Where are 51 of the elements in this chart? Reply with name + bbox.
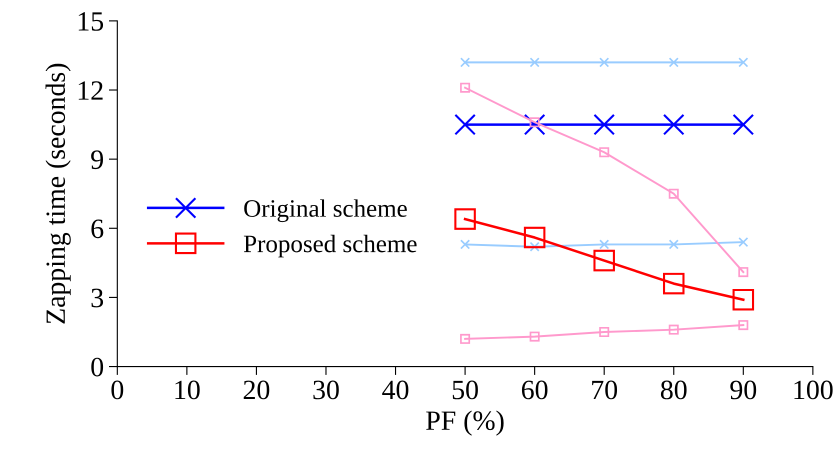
x-tick-label: 90 [730,380,756,400]
point [454,208,476,230]
point [460,334,470,344]
point [599,147,610,158]
x-tick-label: 50 [452,380,478,400]
point [668,239,679,250]
point [593,250,615,272]
x-tick-label: 40 [382,380,408,400]
x-tick-label: 30 [313,380,339,400]
x-tick-label: 80 [660,380,687,400]
x-tick-label: 0 [111,380,124,400]
y-tick-label: 12 [78,81,103,100]
x-tick-label: 70 [592,380,618,400]
y-tick-label: 6 [91,220,104,238]
x-tick-label: 10 [175,380,200,400]
point [524,226,546,248]
point [599,57,610,68]
point [454,114,476,136]
point [460,239,470,250]
point [524,114,546,136]
point [530,242,540,252]
point [738,267,748,278]
point [530,57,540,68]
point [732,114,754,136]
y-tick-label: 9 [91,150,103,170]
x-tick-label: 100 [794,380,833,400]
x-tick-label: 20 [244,380,270,400]
y-tick-label: 0 [91,358,104,376]
point [593,114,615,136]
point [530,117,540,128]
point [599,326,610,337]
x-axis-title: PF (%) [426,410,504,436]
point [668,188,679,199]
point [668,324,679,335]
legend-label: Proposed scheme [244,234,417,258]
point [738,320,748,330]
legend-label: Original scheme [244,199,407,222]
y-tick-label: 15 [78,12,104,31]
point [662,272,685,294]
point [738,237,748,248]
y-axis-title: Zapping time (seconds) [46,64,71,324]
point [460,82,470,93]
y-tick-label: 3 [92,288,104,308]
point [738,57,748,68]
point [530,332,540,342]
point [668,57,679,68]
point [662,114,685,136]
point [599,239,610,250]
x-tick-label: 60 [522,380,548,400]
point [732,288,754,310]
point [460,57,470,68]
